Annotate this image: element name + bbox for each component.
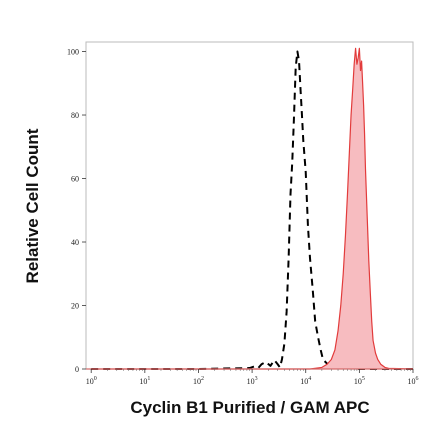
x-tick-label: 102 bbox=[193, 376, 204, 386]
y-tick-label: 40 bbox=[71, 238, 79, 247]
y-axis-label: Relative Cell Count bbox=[23, 128, 42, 283]
series-0-line bbox=[91, 50, 413, 370]
series-layer bbox=[91, 47, 414, 370]
series-1-area bbox=[91, 48, 413, 369]
y-tick-label: 80 bbox=[71, 111, 79, 120]
y-tick-label: 100 bbox=[67, 48, 79, 57]
tick-labels-layer: 0 20 40 60 80 100 100 101 102 103 104 105 106 bbox=[67, 48, 419, 386]
y-tick-label: 0 bbox=[75, 365, 79, 374]
x-tick-label: 100 bbox=[86, 376, 97, 386]
series-1-line bbox=[91, 47, 414, 370]
x-tick-label: 106 bbox=[408, 376, 419, 386]
x-axis-label: Cyclin B1 Purified / GAM APC bbox=[130, 398, 369, 417]
y-tick-label: 60 bbox=[71, 175, 79, 184]
x-tick-label: 105 bbox=[354, 376, 365, 386]
x-tick-label: 103 bbox=[247, 376, 258, 386]
x-tick-label: 101 bbox=[139, 376, 150, 386]
y-tick-label: 20 bbox=[71, 302, 79, 311]
x-tick-label: 104 bbox=[300, 376, 311, 386]
